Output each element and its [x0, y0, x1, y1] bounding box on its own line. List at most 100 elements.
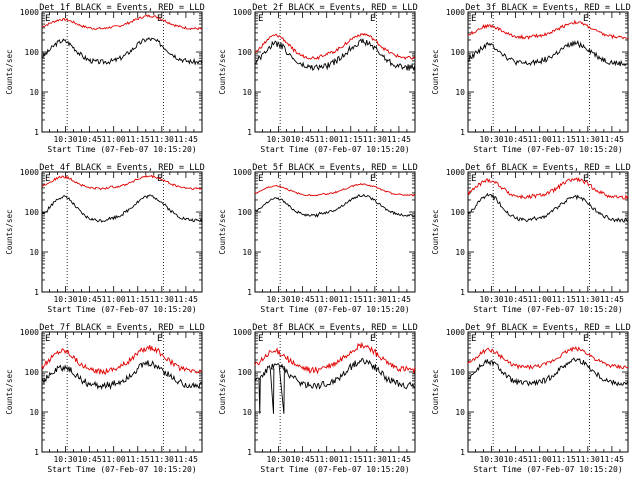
chart-title: Det 9f BLACK = Events, RED = LLD	[465, 323, 631, 333]
interval-marker-label: E	[370, 14, 375, 24]
x-tick-label: 11:15	[552, 135, 576, 144]
chart-title: Det 3f BLACK = Events, RED = LLD	[465, 3, 631, 13]
x-tick-label: 11:45	[174, 135, 198, 144]
interval-marker-label: E	[471, 174, 476, 184]
x-tick-label: 10:45	[78, 455, 102, 464]
y-tick-label: 1	[247, 448, 252, 457]
y-tick-label: 1000	[20, 328, 39, 337]
y-tick-label: 10	[242, 408, 252, 417]
y-tick-label: 10	[29, 88, 39, 97]
interval-marker-label: E	[583, 174, 588, 184]
x-axis-label: Start Time (07-Feb-07 10:15:20)	[260, 465, 409, 474]
x-axis-label: Start Time (07-Feb-07 10:15:20)	[47, 305, 196, 314]
chart-svg: Det 6f BLACK = Events, RED = LLD 1 10 100 10…	[431, 163, 631, 314]
x-tick-label: 11:00	[315, 135, 339, 144]
chart-title: Det 6f BLACK = Events, RED = LLD	[465, 163, 631, 173]
x-tick-label: 11:30	[363, 135, 387, 144]
x-tick-label: 11:15	[552, 295, 576, 304]
series-line-black	[254, 358, 415, 414]
x-tick-label: 11:45	[387, 135, 411, 144]
y-tick-label: 1000	[233, 328, 252, 337]
series-line-red	[254, 341, 416, 375]
series-line-red	[41, 174, 202, 191]
chart-title: Det 4f BLACK = Events, RED = LLD	[39, 163, 205, 173]
plot-frame	[254, 331, 416, 453]
interval-marker-label: E	[45, 14, 50, 24]
series-line-red	[467, 177, 629, 200]
series-line-black	[254, 193, 416, 218]
y-tick-label: 100	[25, 368, 40, 377]
y-axis-label: Counts/sec	[218, 369, 227, 414]
y-tick-label: 1000	[233, 8, 252, 17]
x-tick-label: 11:30	[363, 455, 387, 464]
detector-panel-4: Det 4f BLACK = Events, RED = LLD 1 10 100 10…	[0, 160, 213, 320]
x-axis-label: Start Time (07-Feb-07 10:15:20)	[47, 145, 196, 154]
detector-panel-6: Det 6f BLACK = Events, RED = LLD 1 10 100 10…	[426, 160, 639, 320]
y-tick-label: 1	[247, 288, 252, 297]
y-axis-label: Counts/sec	[218, 49, 227, 94]
x-tick-label: 10:45	[78, 295, 102, 304]
chart-svg: Det 5f BLACK = Events, RED = LLD 1 10 100 10…	[218, 163, 418, 314]
plot-frame	[254, 171, 416, 293]
x-axis-label: Start Time (07-Feb-07 10:15:20)	[260, 305, 409, 314]
series-line-black	[467, 39, 628, 67]
y-tick-label: 10	[455, 88, 465, 97]
y-tick-label: 1000	[446, 328, 465, 337]
series-line-black	[467, 357, 629, 387]
interval-marker-label: E	[45, 174, 50, 184]
detector-panel-3: Det 3f BLACK = Events, RED = LLD 1 10 100 10…	[426, 0, 639, 160]
x-tick-label: 11:45	[600, 135, 624, 144]
x-tick-label: 11:45	[174, 455, 198, 464]
y-tick-label: 1	[34, 288, 39, 297]
y-tick-label: 100	[451, 48, 466, 57]
x-tick-label: 10:45	[291, 295, 315, 304]
interval-marker-label: E	[45, 334, 50, 344]
x-tick-label: 10:30	[479, 455, 503, 464]
y-tick-label: 100	[238, 368, 253, 377]
series-line-red	[254, 182, 416, 197]
series-line-black	[41, 194, 203, 223]
y-axis-label: Counts/sec	[431, 369, 440, 414]
x-axis-label: Start Time (07-Feb-07 10:15:20)	[473, 145, 622, 154]
x-tick-label: 10:30	[266, 135, 290, 144]
chart-title: Det 1f BLACK = Events, RED = LLD	[39, 3, 205, 13]
series-line-red	[41, 14, 203, 31]
y-axis-label: Counts/sec	[218, 209, 227, 254]
y-tick-label: 1000	[446, 8, 465, 17]
x-tick-label: 11:00	[102, 135, 126, 144]
interval-marker-label: E	[471, 334, 476, 344]
y-tick-label: 1000	[233, 168, 252, 177]
x-tick-label: 11:45	[387, 295, 411, 304]
x-tick-label: 10:30	[266, 295, 290, 304]
series-line-red	[467, 346, 629, 371]
y-tick-label: 1000	[446, 168, 465, 177]
x-tick-label: 11:00	[102, 455, 126, 464]
x-tick-label: 11:30	[150, 455, 174, 464]
chart-svg: Det 2f BLACK = Events, RED = LLD 1 10 100 10…	[218, 3, 418, 154]
plot-frame	[254, 11, 416, 133]
series-line-black	[467, 192, 629, 223]
x-tick-label: 11:00	[528, 455, 552, 464]
x-tick-label: 11:00	[315, 295, 339, 304]
series-line-black	[254, 38, 416, 72]
x-tick-label: 11:30	[150, 135, 174, 144]
y-tick-label: 100	[451, 208, 466, 217]
x-tick-label: 10:45	[291, 135, 315, 144]
y-tick-label: 10	[242, 248, 252, 257]
chart-svg: Det 1f BLACK = Events, RED = LLD 1 10 100 10…	[5, 3, 205, 154]
interval-marker-label: E	[157, 334, 162, 344]
x-tick-label: 11:15	[552, 455, 576, 464]
x-tick-label: 11:45	[174, 295, 198, 304]
chart-svg: Det 4f BLACK = Events, RED = LLD 1 10 100 10…	[5, 163, 205, 314]
x-tick-label: 11:15	[339, 455, 363, 464]
series-line-black	[41, 37, 203, 66]
chart-svg: Det 9f BLACK = Events, RED = LLD 1 10 100 10…	[431, 323, 631, 474]
x-tick-label: 10:45	[504, 295, 528, 304]
x-tick-label: 10:30	[266, 455, 290, 464]
y-tick-label: 100	[238, 208, 253, 217]
x-tick-label: 10:30	[53, 135, 77, 144]
x-tick-label: 11:15	[339, 295, 363, 304]
chart-title: Det 2f BLACK = Events, RED = LLD	[252, 3, 418, 13]
detector-panel-8: Det 8f BLACK = Events, RED = LLD 1 10 100 10…	[213, 320, 426, 480]
series-line-red	[467, 19, 628, 40]
